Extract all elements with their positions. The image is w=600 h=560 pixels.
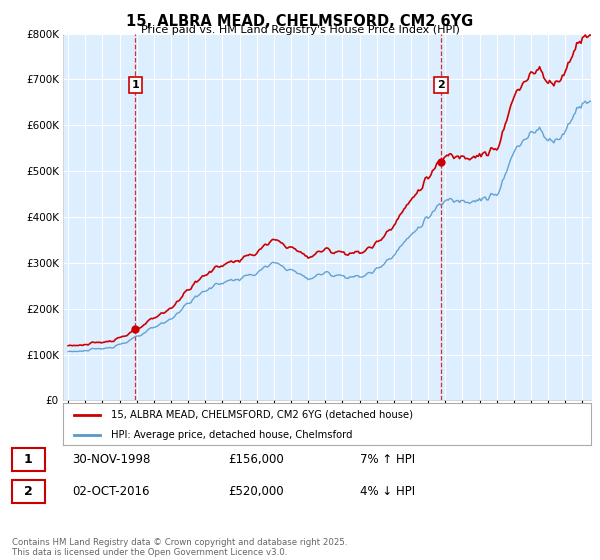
Bar — [12, 480, 45, 503]
Text: 4% ↓ HPI: 4% ↓ HPI — [360, 485, 415, 498]
Text: 15, ALBRA MEAD, CHELMSFORD, CM2 6YG: 15, ALBRA MEAD, CHELMSFORD, CM2 6YG — [127, 14, 473, 29]
Text: 1: 1 — [24, 453, 32, 466]
Text: 2: 2 — [437, 80, 445, 90]
Bar — [12, 448, 45, 471]
Text: 15, ALBRA MEAD, CHELMSFORD, CM2 6YG (detached house): 15, ALBRA MEAD, CHELMSFORD, CM2 6YG (det… — [110, 410, 413, 420]
Text: 02-OCT-2016: 02-OCT-2016 — [72, 485, 149, 498]
Text: £520,000: £520,000 — [228, 485, 284, 498]
Text: 7% ↑ HPI: 7% ↑ HPI — [360, 453, 415, 466]
Text: HPI: Average price, detached house, Chelmsford: HPI: Average price, detached house, Chel… — [110, 430, 352, 440]
Text: 1: 1 — [131, 80, 139, 90]
Text: £156,000: £156,000 — [228, 453, 284, 466]
Text: 30-NOV-1998: 30-NOV-1998 — [72, 453, 151, 466]
Text: Price paid vs. HM Land Registry's House Price Index (HPI): Price paid vs. HM Land Registry's House … — [140, 25, 460, 35]
Text: Contains HM Land Registry data © Crown copyright and database right 2025.
This d: Contains HM Land Registry data © Crown c… — [12, 538, 347, 557]
Text: 2: 2 — [24, 485, 32, 498]
